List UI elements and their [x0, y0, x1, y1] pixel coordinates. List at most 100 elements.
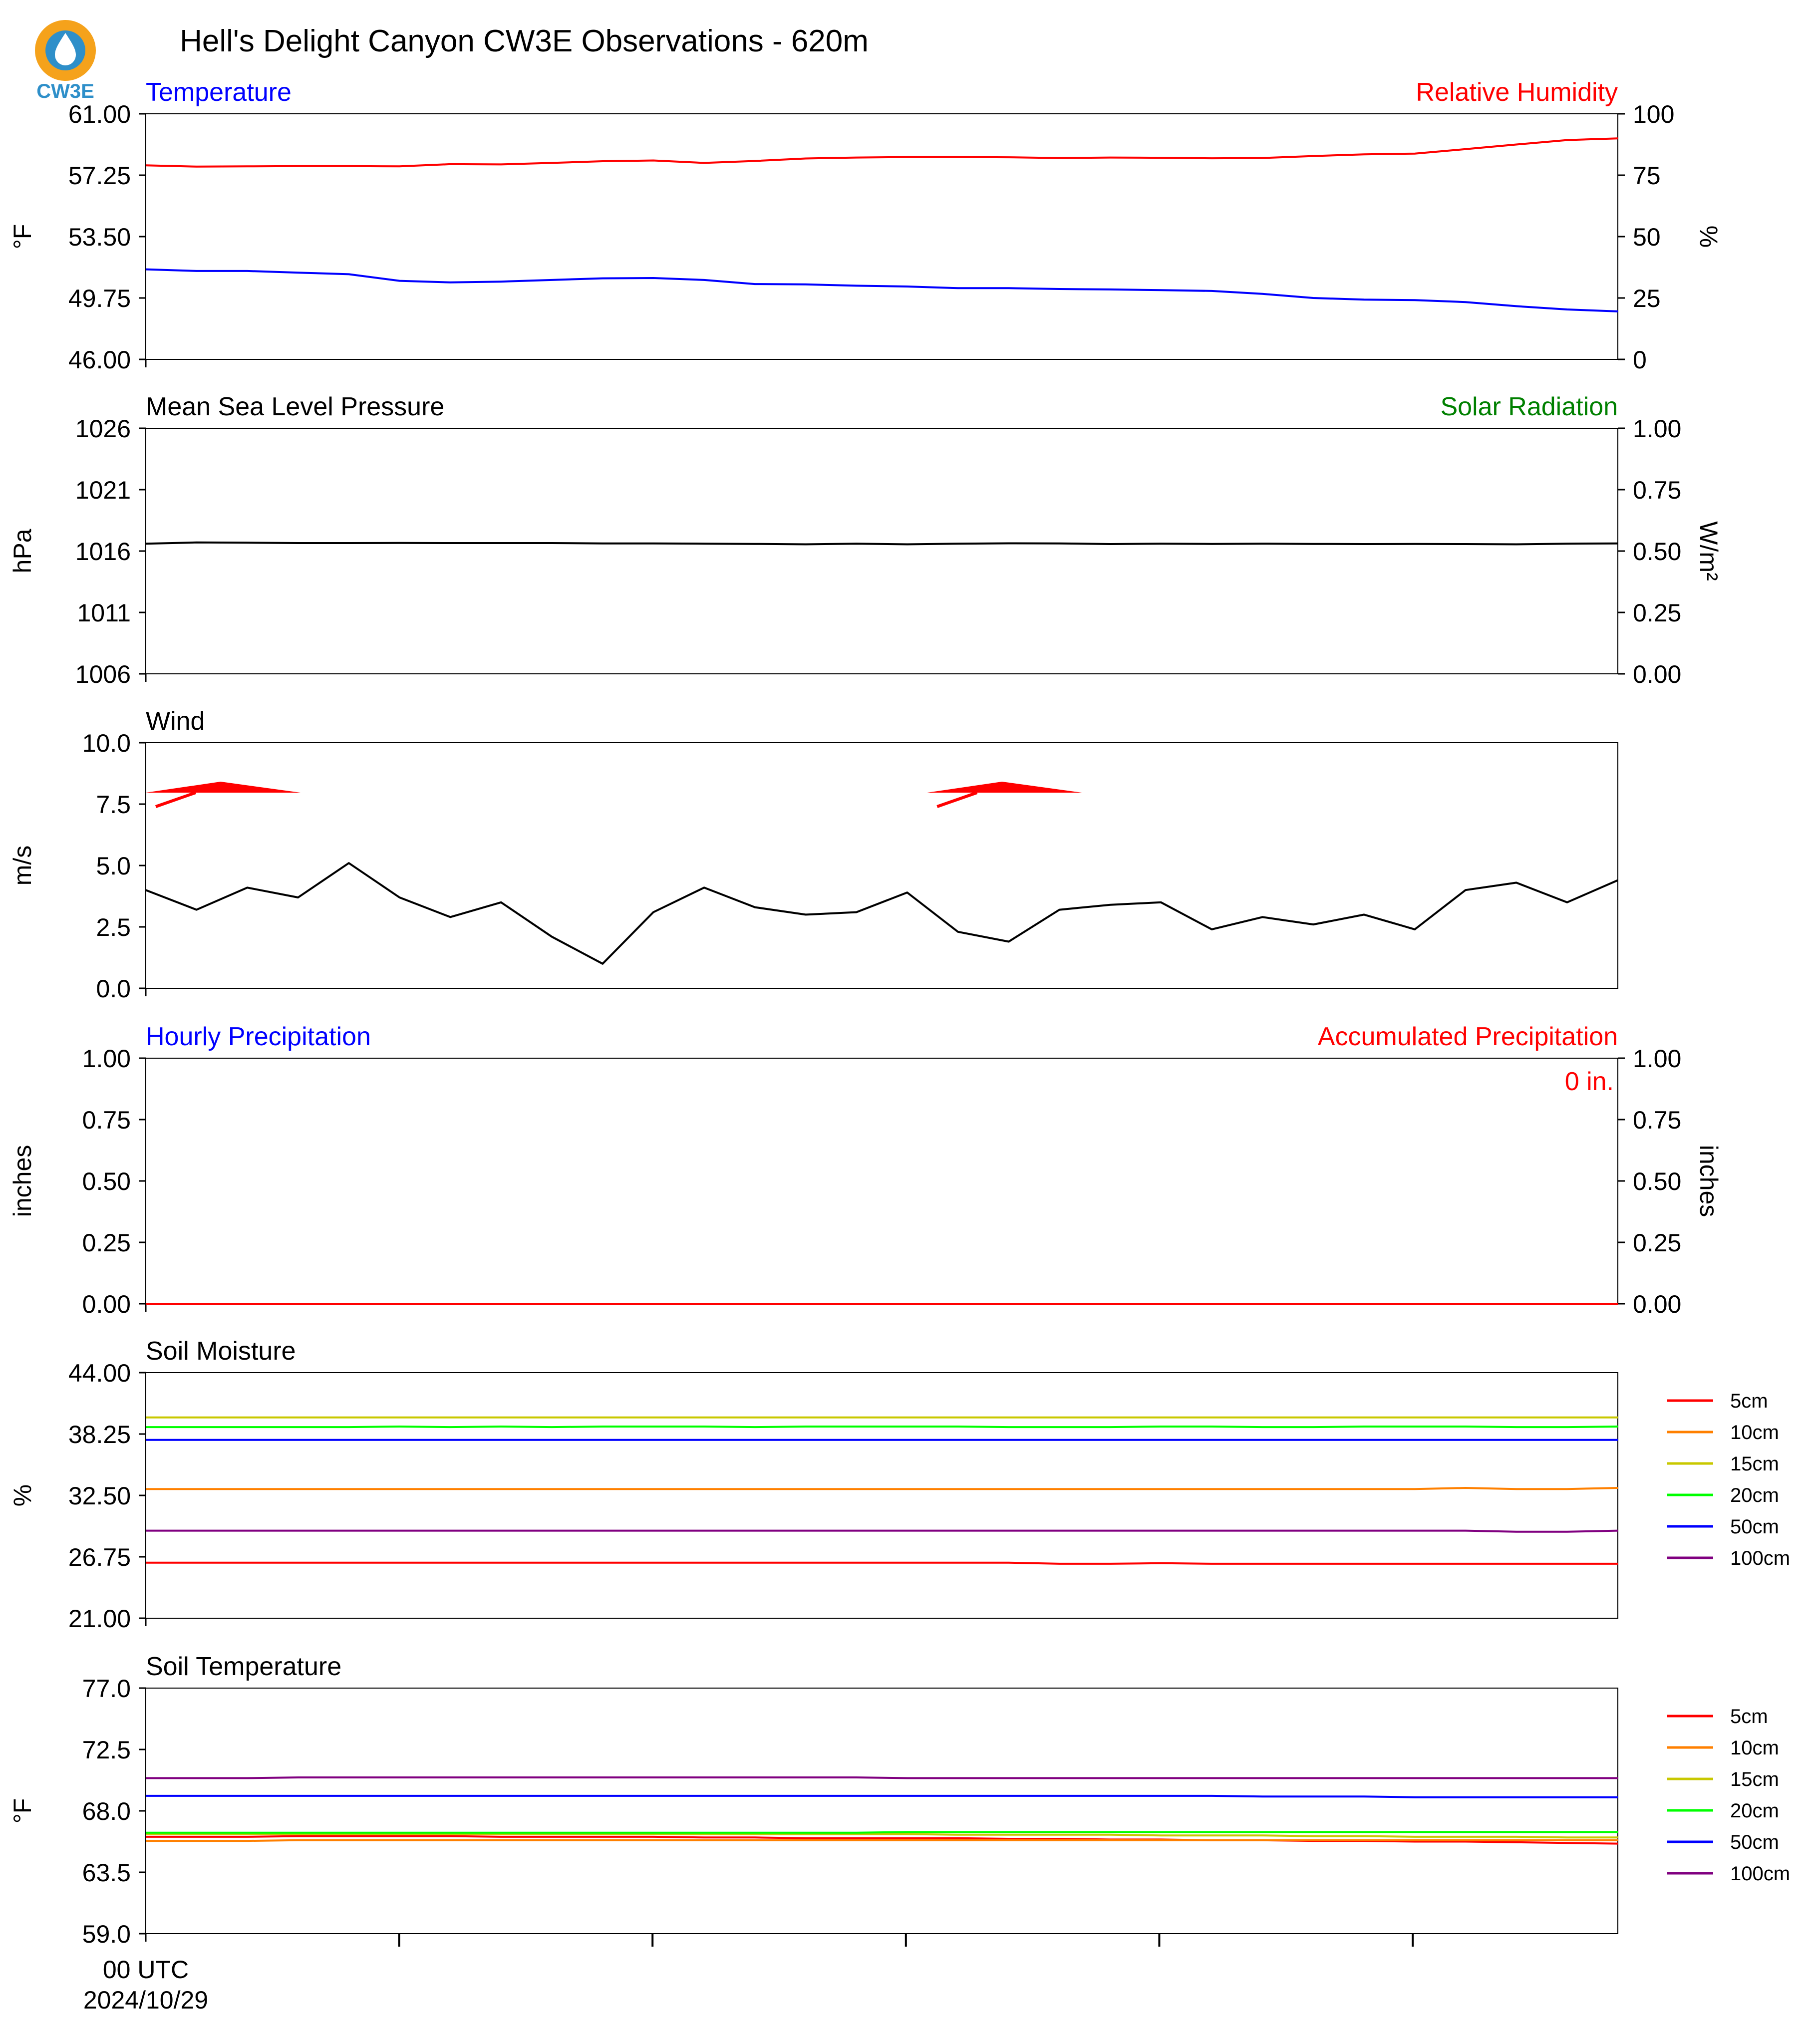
y-tick-label: 0.75: [82, 1106, 131, 1134]
wind-barb-tick: [936, 791, 978, 808]
y-right-tick-label: 0.75: [1633, 476, 1681, 504]
legend-label: 10cm: [1730, 1737, 1779, 1759]
page-title: Hell's Delight Canyon CW3E Observations …: [180, 24, 869, 58]
y-right-tick-label: 0.25: [1633, 1229, 1681, 1257]
y-tick-label: 61.00: [68, 100, 131, 128]
panel-temp_rh: Temperature Relative Humidity 61.00 57.25 53…: [8, 78, 1723, 374]
y-right-tick-label: 1.00: [1633, 415, 1681, 443]
y-axis-label: m/s: [8, 846, 36, 886]
y-tick-label: 57.25: [68, 162, 131, 190]
wind-barb-tick: [155, 791, 196, 808]
y-right-tick-label: 1.00: [1633, 1045, 1681, 1073]
y-right-tick-label: 0.75: [1633, 1106, 1681, 1134]
panel-title-left: Soil Moisture: [146, 1337, 296, 1366]
panel-title-left: Temperature: [146, 78, 292, 107]
y-axis-label: °F: [8, 1798, 36, 1824]
y-tick-label: 49.75: [68, 285, 131, 312]
series-line-100cm: [146, 1529, 1618, 1533]
y-axis-label: hPa: [8, 529, 36, 573]
legend-label: 15cm: [1730, 1453, 1779, 1475]
x-start-label: 00 UTC: [103, 1956, 189, 1984]
y-tick-label: 72.5: [82, 1736, 131, 1764]
legend-label: 20cm: [1730, 1484, 1779, 1506]
y-right-tick-label: 0: [1633, 346, 1647, 374]
panel-title-left: Wind: [146, 707, 205, 736]
y-right-tick-label: 0.50: [1633, 1167, 1681, 1195]
series-line-5cm: [146, 1561, 1618, 1565]
y-tick-label: 0.00: [82, 1290, 131, 1318]
chart-panels: Temperature Relative Humidity 61.00 57.25 53…: [8, 78, 1790, 1948]
y-tick-label: 1016: [75, 538, 131, 566]
y-tick-label: 2.5: [96, 913, 131, 941]
logo-text: CW3E: [36, 80, 94, 102]
y-tick-label: 63.5: [82, 1859, 131, 1887]
panel-title-right: Solar Radiation: [1440, 392, 1618, 421]
series-line-10cm: [146, 1839, 1618, 1842]
legend-label: 50cm: [1730, 1516, 1779, 1538]
y-tick-label: 59.0: [82, 1920, 131, 1948]
legend-label: 10cm: [1730, 1422, 1779, 1444]
series-line-10cm: [146, 1487, 1618, 1490]
y-tick-label: 0.50: [82, 1167, 131, 1195]
y-right-axis-label: W/m²: [1695, 521, 1723, 580]
y-right-tick-label: 100: [1633, 100, 1674, 128]
y-right-axis-label: inches: [1695, 1145, 1723, 1217]
y-right-axis-label: %: [1695, 226, 1723, 248]
panel-title-left: Soil Temperature: [146, 1652, 341, 1681]
y-axis-label: inches: [8, 1145, 36, 1217]
wind-barb-flag: [927, 782, 1082, 793]
panel-precip: Hourly Precipitation Accumulated Precipit…: [8, 1022, 1723, 1318]
series-line-50cm: [146, 1794, 1618, 1798]
panel-title-left: Mean Sea Level Pressure: [146, 392, 444, 421]
y-tick-label: 53.50: [68, 223, 131, 251]
y-tick-label: 0.25: [82, 1229, 131, 1257]
panel-soil_moisture: Soil Moisture 44.00 38.25 32.50 26.75 21.00% 5…: [8, 1337, 1790, 1633]
y-tick-label: 1006: [75, 660, 131, 688]
y-tick-label: 7.5: [96, 791, 131, 819]
y-tick-label: 21.00: [68, 1605, 131, 1633]
drop-icon: [55, 33, 76, 65]
panel-title-right: Accumulated Precipitation: [1318, 1022, 1618, 1051]
precip-total-label: 0 in.: [1565, 1067, 1614, 1096]
wind-barb-flag: [146, 782, 301, 793]
y-tick-label: 1.00: [82, 1045, 131, 1073]
y-tick-label: 5.0: [96, 852, 131, 880]
series-line-1: [145, 137, 1618, 168]
y-axis-label: %: [8, 1484, 36, 1506]
legend-label: 15cm: [1730, 1768, 1779, 1790]
panel-wind: Wind 10.0 7.5 5.0 2.5 0.0 m/s: [8, 707, 1618, 1003]
y-tick-label: 68.0: [82, 1797, 131, 1825]
legend-label: 5cm: [1730, 1390, 1768, 1412]
legend-label: 100cm: [1730, 1863, 1790, 1885]
y-right-tick-label: 0.00: [1633, 660, 1681, 688]
y-right-tick-label: 0.50: [1633, 538, 1681, 566]
y-tick-label: 10.0: [82, 729, 131, 757]
series-line-15cm: [146, 1833, 1618, 1839]
y-right-tick-label: 50: [1633, 223, 1661, 251]
x-axis: 00 UTC 2024/10/29: [83, 1956, 208, 2014]
series-line-0: [145, 541, 1618, 546]
panel-soil_temperature: Soil Temperature 77.0 72.5 68.0 63.5 59.0 °F 5c…: [8, 1652, 1790, 1948]
series-line-100cm: [146, 1776, 1618, 1779]
y-tick-label: 44.00: [68, 1359, 131, 1387]
y-tick-label: 0.0: [96, 975, 131, 1003]
y-tick-label: 1021: [75, 476, 131, 504]
y-right-tick-label: 0.25: [1633, 599, 1681, 627]
legend-label: 50cm: [1730, 1831, 1779, 1853]
series-line-0: [145, 862, 1618, 965]
legend-label: 5cm: [1730, 1706, 1768, 1728]
y-tick-label: 32.50: [68, 1482, 131, 1510]
y-tick-label: 1011: [77, 599, 131, 627]
cw3e-logo: CW3E: [35, 20, 96, 102]
y-tick-label: 46.00: [68, 346, 131, 374]
panel-title-left: Hourly Precipitation: [146, 1022, 371, 1051]
y-tick-label: 26.75: [68, 1543, 131, 1571]
y-right-tick-label: 0.00: [1633, 1290, 1681, 1318]
x-date-label: 2024/10/29: [83, 1986, 208, 2014]
legend-label: 100cm: [1730, 1547, 1790, 1569]
panel-title-right: Relative Humidity: [1416, 78, 1618, 107]
y-axis-label: °F: [8, 224, 36, 250]
legend-label: 20cm: [1730, 1800, 1779, 1822]
panel-pressure: Mean Sea Level Pressure Solar Radiation 10…: [8, 392, 1723, 688]
